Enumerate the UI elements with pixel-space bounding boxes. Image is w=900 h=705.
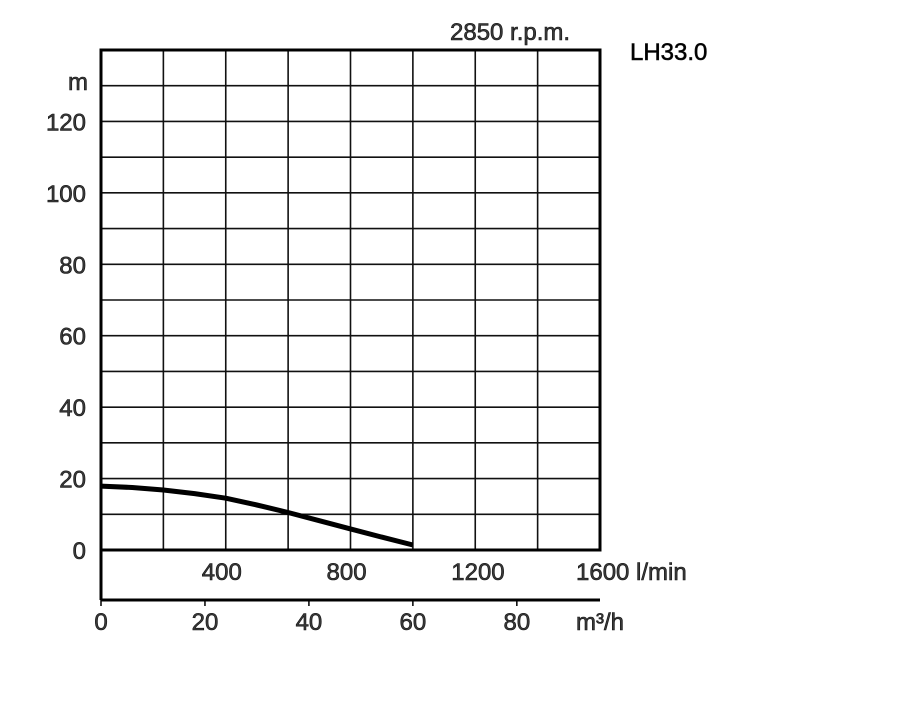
y-tick-label: 20: [59, 467, 86, 494]
x-tick-label: 400: [202, 559, 242, 586]
x-tick-label: 800: [327, 559, 367, 586]
x-tick-label: 1600 l/min: [576, 559, 687, 586]
chart-subtitle: 2850 r.p.m.: [450, 19, 570, 46]
x-tick-label: 1200: [451, 559, 504, 586]
curves: [100, 483, 414, 548]
x2-tick-label: 20: [192, 609, 219, 636]
grid: [100, 49, 601, 551]
plot-frame: [99, 48, 602, 606]
pump-curve-line: [100, 483, 414, 548]
chart-title: LH33.0: [630, 39, 707, 66]
plot-border: [99, 48, 602, 552]
x2-tick-label: 40: [296, 609, 323, 636]
x2-tick-label: 0: [94, 609, 107, 636]
x2-tick-label: 80: [503, 609, 530, 636]
y-tick-label: 40: [59, 395, 86, 422]
y-tick-label: 100: [46, 181, 86, 208]
y-axis-label: m: [68, 69, 88, 96]
y-tick-label: 120: [46, 109, 86, 136]
labels: 0 20 40 60 80 100 120 400 800 1200 1600 l/min 0 20 40…: [46, 109, 687, 636]
x2-tick-label: 60: [400, 609, 427, 636]
y-tick-label: 60: [59, 324, 86, 351]
y-tick-label: 0: [73, 538, 86, 565]
x2-axis-label: m³/h: [576, 609, 624, 636]
y-tick-label: 80: [59, 252, 86, 279]
